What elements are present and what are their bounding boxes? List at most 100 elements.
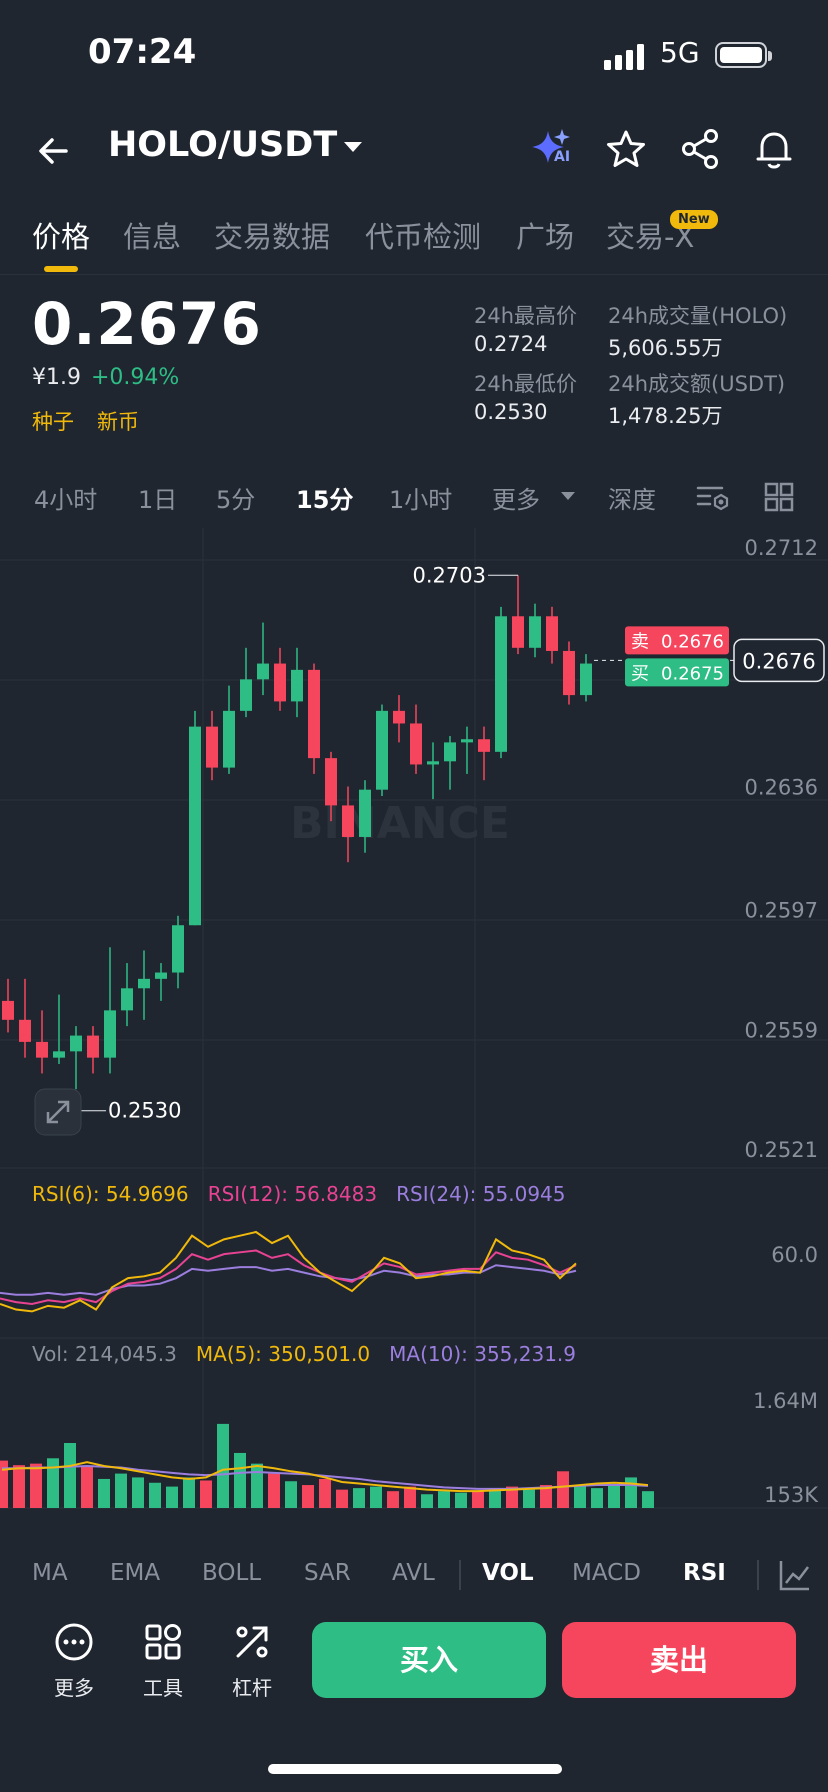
indicator-macd[interactable]: MACD: [572, 1560, 641, 1586]
chart-area[interactable]: BINANCE 0.2703 0.2530 0.2676 卖 0.2676 买 0.2675…: [0, 528, 828, 1540]
volume-bar: [557, 1471, 569, 1508]
grid-layout-icon[interactable]: [764, 482, 794, 512]
y-tick-label: 0.2521: [745, 1138, 818, 1162]
vol-legend: Vol: 214,045.3 MA(5): 350,501.0 MA(10): …: [32, 1342, 576, 1366]
y-tick-label: 0.2636: [745, 776, 818, 800]
candle-body: [274, 663, 286, 702]
candle-body: [308, 669, 320, 759]
vol-y-tick-high: 1.64M: [753, 1389, 818, 1413]
vol-y-tick-low: 153K: [764, 1483, 819, 1507]
indicator-ma[interactable]: MA: [32, 1560, 68, 1586]
volume-bar: [251, 1463, 263, 1508]
active-tab-indicator: [44, 266, 78, 272]
vol-base-label: 24h成交量(HOLO): [608, 304, 788, 328]
star-icon[interactable]: [604, 127, 648, 171]
interval-15m[interactable]: 15分: [296, 486, 354, 514]
indicator-settings-icon[interactable]: [778, 1558, 812, 1592]
indicator-rsi[interactable]: RSI: [683, 1560, 726, 1586]
volume-bar: [353, 1488, 365, 1508]
candle-body: [325, 758, 337, 806]
rsi6-label: RSI(6): 54.9696: [32, 1182, 189, 1206]
status-time: 07:24: [88, 32, 197, 72]
indicator-sar[interactable]: SAR: [304, 1560, 351, 1586]
candle-body: [546, 616, 558, 651]
low-label: 24h最低价: [474, 372, 578, 396]
bell-icon[interactable]: [752, 127, 796, 171]
volume-bar: [64, 1443, 76, 1508]
ai-label: AI: [554, 149, 571, 165]
candle-body: [104, 1010, 116, 1058]
kline-chart[interactable]: BINANCE 0.2703 0.2530 0.2676 卖 0.2676 买 0.2675…: [0, 528, 828, 1540]
expand-chart-icon[interactable]: [34, 1088, 82, 1136]
volume-bar: [132, 1477, 144, 1508]
interval-4h[interactable]: 4小时: [34, 486, 98, 514]
candle-body: [172, 925, 184, 973]
tab-price[interactable]: 价格: [32, 220, 91, 254]
interval-1h[interactable]: 1小时: [389, 486, 453, 514]
chart-settings-icon[interactable]: [696, 482, 730, 512]
rsi24-label: RSI(24): 55.0945: [396, 1182, 566, 1206]
tab-info[interactable]: 信息: [123, 220, 182, 254]
candle-body: [478, 739, 490, 752]
volume-bar: [421, 1494, 433, 1508]
tab-trading-data[interactable]: 交易数据: [214, 220, 331, 254]
more-button[interactable]: 更多: [44, 1622, 104, 1701]
y-tick-label: 0.2712: [745, 536, 818, 560]
rsi-legend: RSI(6): 54.9696 RSI(12): 56.8483 RSI(24)…: [32, 1182, 566, 1206]
tools-grid-icon: [145, 1624, 181, 1660]
price-change: +0.94%: [91, 365, 180, 390]
leverage-button[interactable]: 杠杆: [222, 1622, 282, 1701]
current-price-label: 0.2676: [742, 649, 815, 673]
volume-bar: [234, 1452, 246, 1508]
indicator-ema[interactable]: EMA: [110, 1560, 161, 1586]
indicator-vol[interactable]: VOL: [482, 1560, 534, 1586]
candle-body: [257, 663, 269, 680]
tools-button[interactable]: 工具: [133, 1622, 193, 1701]
volume-bar: [302, 1485, 314, 1508]
dropdown-caret-icon[interactable]: [342, 139, 364, 155]
tab-square[interactable]: 广场: [516, 220, 575, 254]
interval-5m[interactable]: 5分: [216, 486, 256, 514]
volume-bar: [506, 1486, 518, 1508]
sell-button[interactable]: 卖出: [562, 1622, 796, 1698]
volume-bar: [200, 1480, 212, 1508]
status-bar: 07:24 5G: [0, 0, 828, 110]
x-tick-label: 2025-09-27 05:30: [380, 1516, 569, 1518]
rsi6-line: [0, 1230, 577, 1313]
candle-body: [444, 742, 456, 762]
tools-label: 工具: [143, 1676, 183, 1700]
tab-token-check[interactable]: 代币检测: [365, 220, 482, 254]
tag-new[interactable]: 新币: [97, 410, 139, 434]
y-tick-label: 0.2597: [745, 898, 818, 922]
candle-body: [427, 761, 439, 765]
interval-1d[interactable]: 1日: [138, 486, 178, 514]
vol-ma10-label: MA(10): 355,231.9: [389, 1342, 576, 1366]
share-icon[interactable]: [678, 127, 722, 171]
candle-body: [189, 726, 201, 926]
more-caret-icon: [561, 492, 575, 500]
rsi24-line: [0, 1264, 577, 1296]
indicator-avl[interactable]: AVL: [392, 1560, 435, 1586]
ai-sparkle-icon[interactable]: AI: [528, 127, 572, 171]
low-value: 0.2530: [474, 400, 548, 424]
interval-more[interactable]: 更多: [492, 486, 540, 514]
buy-chip-label: 买: [631, 663, 649, 684]
candle-body: [461, 739, 473, 743]
candle-body: [36, 1041, 48, 1058]
back-arrow-icon[interactable]: [32, 129, 76, 173]
indicator-boll[interactable]: BOLL: [202, 1560, 262, 1586]
tag-seed[interactable]: 种子: [32, 410, 74, 434]
volume-bar: [387, 1491, 399, 1508]
home-indicator: [268, 1764, 562, 1774]
depth-tab-clip: 深度图: [608, 474, 672, 518]
buy-price-chip: [625, 658, 729, 687]
indicator-divider-2: [757, 1560, 759, 1590]
pair-title[interactable]: HOLO/USDT: [108, 125, 338, 165]
candle-body: [393, 710, 405, 724]
vol-quote-label: 24h成交额(USDT): [608, 372, 786, 396]
buy-button[interactable]: 买入: [312, 1622, 546, 1698]
interval-depth[interactable]: 深度图: [608, 486, 656, 514]
rsi12-label: RSI(12): 56.8483: [207, 1182, 378, 1206]
volume-bar: [115, 1473, 127, 1508]
volume-bar: [166, 1486, 178, 1508]
